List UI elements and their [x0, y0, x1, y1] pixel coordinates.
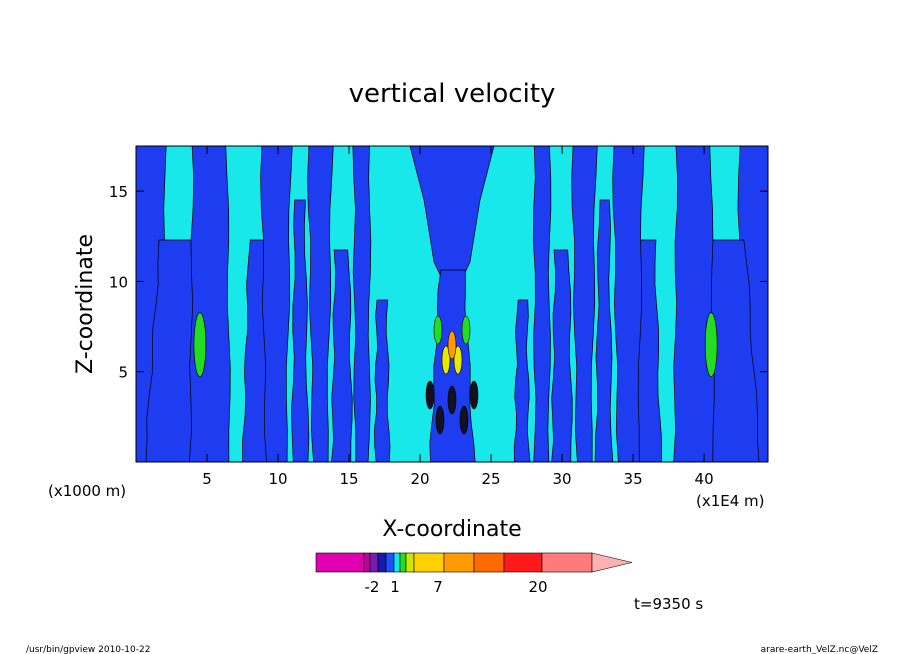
colorbar-tick-label: 7: [433, 578, 443, 596]
x-unit-left: (x1000 m): [48, 482, 126, 500]
contour-cell: [704, 312, 718, 377]
colorbar-extend-arrow: [591, 552, 633, 573]
x-tick-label: 5: [202, 470, 212, 488]
colorbar-swatch: [405, 552, 415, 573]
colorbar-labels: -2 1 7 20: [365, 578, 548, 596]
contour-cell: [425, 380, 435, 410]
contour-region: [189, 146, 231, 462]
contour-cell: [435, 405, 445, 435]
colorbar-swatch: [393, 552, 401, 573]
contour-bands: [136, 146, 768, 462]
y-tick-label: 10: [109, 273, 128, 291]
x-tick-label: 15: [339, 470, 358, 488]
contour-region: [373, 299, 391, 462]
x-tick-label: 10: [268, 470, 287, 488]
colorbar-swatch: [413, 552, 445, 573]
x-axis-label: X-coordinate: [382, 517, 521, 542]
contour-region: [513, 299, 531, 462]
colorbar-swatch: [473, 552, 505, 573]
x-tick-label: 35: [624, 470, 643, 488]
colorbar-swatch: [443, 552, 475, 573]
contour-region: [571, 146, 598, 462]
colorbar-swatch: [315, 552, 365, 573]
x-tick-label: 40: [695, 470, 714, 488]
contour-cell: [469, 380, 479, 410]
contour-cell: [441, 345, 451, 375]
colorbar-swatch: [541, 552, 593, 573]
contour-field: [136, 146, 768, 462]
colorbar: [315, 552, 633, 573]
y-tick-label: 5: [118, 364, 128, 382]
contour-cell: [447, 330, 457, 360]
colorbar-tick-label: 20: [528, 578, 547, 596]
x-tick-label: 20: [410, 470, 429, 488]
contour-region: [612, 146, 645, 462]
contour-region: [352, 146, 372, 462]
footer-left: /usr/bin/gpview 2010-10-22: [26, 645, 150, 654]
contour-region: [291, 199, 310, 462]
contour-region: [532, 146, 552, 462]
chart-title: vertical velocity: [349, 79, 556, 109]
colorbar-swatch: [377, 552, 387, 573]
contour-cell: [459, 405, 469, 435]
colorbar-swatch: [399, 552, 407, 573]
x-tick-label: 25: [482, 470, 501, 488]
contour-region: [673, 146, 715, 462]
footer-right: arare-earth_VelZ.nc@VelZ: [761, 645, 878, 654]
contour-cell: [447, 385, 457, 415]
y-axis-ticks: 5 10 15: [109, 183, 768, 382]
contour-region: [331, 249, 353, 462]
contour-region: [260, 146, 293, 462]
colorbar-tick-label: -2: [365, 578, 380, 596]
colorbar-swatch: [363, 552, 371, 573]
colorbar-swatch: [369, 552, 379, 573]
time-label: t=9350 s: [634, 595, 703, 613]
y-tick-label: 15: [109, 183, 128, 201]
contour-cell: [433, 315, 443, 345]
contour-region: [551, 249, 573, 462]
x-tick-label: 30: [553, 470, 572, 488]
colorbar-tick-label: 1: [390, 578, 400, 596]
contour-region: [307, 146, 334, 462]
colorbar-swatch: [503, 552, 543, 573]
y-axis-label: Z-coordinate: [73, 234, 98, 374]
x-axis-ticks: 5 10 15 20 25 30 35 40: [202, 146, 714, 488]
contour-cell: [193, 312, 207, 377]
contour-region: [594, 199, 614, 462]
plot-frame: [135, 145, 769, 463]
x-unit-right: (x1E4 m): [696, 492, 765, 510]
contour-cell: [461, 315, 471, 345]
contour-cell: [453, 345, 463, 375]
colorbar-swatch: [385, 552, 395, 573]
